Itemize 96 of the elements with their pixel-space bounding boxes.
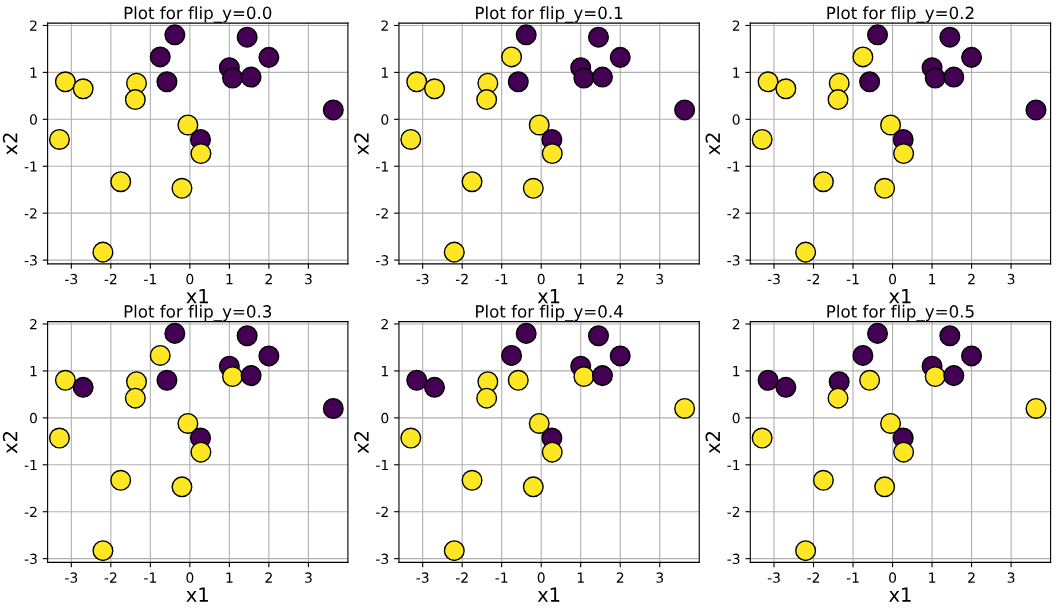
y-tick-label: 1 bbox=[733, 67, 740, 78]
x-tick-label: 1 bbox=[929, 572, 936, 583]
y-tick-label: -3 bbox=[727, 255, 740, 266]
y-tick-label: 1 bbox=[381, 67, 388, 78]
chart-title: Plot for flip_y=0.5 bbox=[827, 304, 974, 322]
x-tick-label: 1 bbox=[226, 274, 233, 285]
x-tick-label: 0 bbox=[186, 572, 194, 583]
x-tick-label: -3 bbox=[416, 572, 429, 583]
chart-title: Plot for flip_y=0.1 bbox=[476, 6, 623, 23]
y-tick-label: -1 bbox=[376, 459, 388, 471]
x-axis-title: x1 bbox=[186, 289, 208, 304]
x-tick-label: -3 bbox=[416, 273, 429, 285]
y-tick-label: 1 bbox=[733, 366, 740, 377]
y-tick-label: 2 bbox=[732, 318, 740, 330]
x-axis-title: x1 bbox=[537, 289, 560, 304]
y-tick-label: -2 bbox=[727, 208, 740, 219]
y-tick-label: -2 bbox=[24, 506, 37, 517]
y-tick-label: 1 bbox=[30, 67, 37, 78]
chart-title: Plot for flip_y=0.3 bbox=[124, 304, 272, 322]
x-tick-label: -2 bbox=[104, 572, 117, 583]
x-tick-label: -3 bbox=[65, 273, 78, 285]
x-tick-label: 3 bbox=[656, 572, 664, 583]
x-axis-title: x1 bbox=[889, 289, 911, 304]
x-tick-label: 2 bbox=[265, 273, 272, 285]
x-tick-label: 1 bbox=[226, 572, 233, 583]
x-tick-label: 0 bbox=[537, 572, 545, 583]
x-tick-label: -2 bbox=[104, 273, 117, 285]
y-tick-label: 2 bbox=[30, 20, 37, 31]
y-tick-label: -1 bbox=[727, 161, 740, 172]
y-tick-label: 0 bbox=[381, 412, 389, 424]
x-tick-label: -3 bbox=[65, 572, 78, 583]
y-tick-label: -3 bbox=[376, 553, 389, 565]
y-tick-label: 2 bbox=[381, 318, 388, 330]
x-tick-label: -1 bbox=[144, 572, 156, 583]
y-tick-label: 0 bbox=[29, 412, 37, 424]
y-tick-label: 2 bbox=[381, 20, 388, 31]
x-tick-label: -1 bbox=[846, 572, 859, 583]
y-tick-label: -1 bbox=[24, 459, 37, 471]
y-tick-label: -3 bbox=[376, 255, 389, 266]
x-tick-label: -2 bbox=[455, 572, 468, 583]
y-tick-label: 0 bbox=[29, 114, 37, 125]
chart-title: Plot for flip_y=0.2 bbox=[827, 6, 974, 23]
chart-title: Plot for flip_y=0.4 bbox=[476, 304, 623, 322]
x-tick-label: 1 bbox=[577, 572, 584, 583]
x-tick-label: 1 bbox=[577, 274, 584, 285]
x-tick-label: -2 bbox=[807, 273, 820, 285]
x-tick-label: -1 bbox=[144, 274, 156, 285]
y-tick-label: -2 bbox=[24, 208, 37, 219]
x-tick-label: 2 bbox=[616, 273, 624, 285]
x-tick-label: 0 bbox=[186, 273, 194, 285]
y-tick-label: 0 bbox=[732, 114, 740, 125]
y-axis-title: x2 bbox=[705, 432, 720, 454]
x-axis-title: x1 bbox=[186, 587, 208, 602]
chart-title: Plot for flip_y=0.0 bbox=[124, 6, 272, 23]
x-tick-label: 3 bbox=[305, 572, 312, 583]
y-tick-label: -2 bbox=[727, 506, 740, 517]
x-tick-label: 2 bbox=[968, 572, 975, 583]
y-tick-label: -3 bbox=[727, 553, 740, 565]
x-tick-label: -3 bbox=[767, 273, 780, 285]
x-axis-title: x1 bbox=[889, 587, 911, 602]
y-tick-label: -3 bbox=[24, 255, 37, 266]
y-axis-title: x2 bbox=[354, 432, 369, 454]
x-tick-label: 3 bbox=[1007, 273, 1015, 285]
x-tick-label: 2 bbox=[968, 273, 975, 285]
x-tick-label: -2 bbox=[455, 273, 468, 285]
x-tick-label: -1 bbox=[495, 274, 508, 285]
y-tick-label: -1 bbox=[727, 459, 740, 471]
y-tick-label: -3 bbox=[24, 553, 37, 565]
y-tick-label: 2 bbox=[732, 20, 740, 31]
y-tick-label: 0 bbox=[732, 412, 740, 424]
x-tick-label: 0 bbox=[889, 273, 897, 285]
y-axis-title: x2 bbox=[354, 133, 369, 155]
y-axis-title: x2 bbox=[2, 432, 18, 454]
y-tick-label: -2 bbox=[376, 208, 388, 219]
x-tick-label: -3 bbox=[767, 572, 780, 583]
x-tick-label: 3 bbox=[1007, 572, 1015, 583]
y-tick-label: 0 bbox=[381, 114, 389, 125]
x-tick-label: -1 bbox=[495, 572, 508, 583]
y-tick-label: -1 bbox=[376, 161, 388, 172]
y-tick-label: -2 bbox=[376, 506, 388, 517]
x-tick-label: -2 bbox=[807, 572, 820, 583]
y-axis-title: x2 bbox=[705, 133, 720, 155]
y-tick-label: -1 bbox=[24, 161, 37, 172]
x-tick-label: 0 bbox=[537, 273, 545, 285]
x-tick-label: 3 bbox=[656, 273, 664, 285]
x-tick-label: 2 bbox=[265, 572, 272, 583]
x-tick-label: 3 bbox=[305, 273, 312, 285]
x-axis-title: x1 bbox=[537, 587, 560, 602]
y-tick-label: 1 bbox=[381, 366, 388, 377]
x-tick-label: -1 bbox=[846, 274, 859, 285]
x-tick-label: 0 bbox=[889, 572, 897, 583]
x-tick-label: 1 bbox=[929, 274, 936, 285]
y-tick-label: 2 bbox=[30, 318, 37, 330]
y-axis-title: x2 bbox=[2, 133, 18, 155]
x-tick-label: 2 bbox=[616, 572, 624, 583]
y-tick-label: 1 bbox=[30, 366, 37, 377]
